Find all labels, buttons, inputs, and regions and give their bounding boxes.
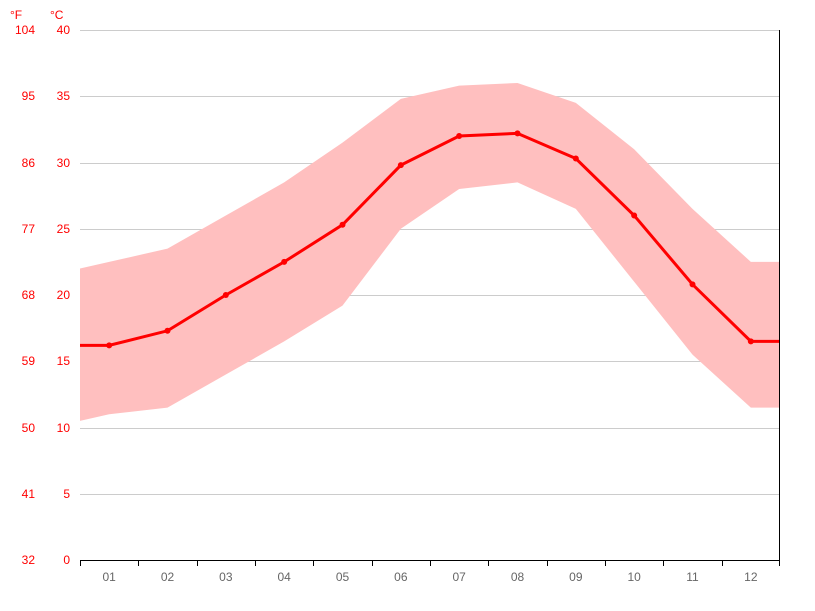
y-axis-right-line <box>779 30 780 560</box>
data-marker <box>398 162 404 168</box>
x-tick-label: 07 <box>444 570 474 584</box>
y-tick-label-f: 95 <box>5 89 35 103</box>
axis-header-f: °F <box>10 8 22 22</box>
x-tick-label: 05 <box>328 570 358 584</box>
data-marker <box>106 342 112 348</box>
y-tick-label-f: 41 <box>5 487 35 501</box>
x-tick-label: 06 <box>386 570 416 584</box>
y-tick-label-c: 20 <box>45 288 70 302</box>
data-marker <box>631 213 637 219</box>
y-tick-label-c: 10 <box>45 421 70 435</box>
y-tick-label-c: 35 <box>45 89 70 103</box>
x-tick-label: 01 <box>94 570 124 584</box>
x-tick-label: 11 <box>678 570 708 584</box>
data-marker <box>281 259 287 265</box>
data-marker <box>690 281 696 287</box>
x-tick-label: 03 <box>211 570 241 584</box>
y-tick-label-c: 5 <box>45 487 70 501</box>
data-marker <box>340 222 346 228</box>
data-marker <box>573 156 579 162</box>
chart-svg <box>80 30 780 560</box>
y-tick-label-c: 30 <box>45 156 70 170</box>
axis-header-c: °C <box>50 8 63 22</box>
x-tick-label: 10 <box>619 570 649 584</box>
y-tick-label-c: 0 <box>45 553 70 567</box>
plot-area <box>80 30 780 560</box>
x-tick-label: 09 <box>561 570 591 584</box>
x-tick-label: 02 <box>153 570 183 584</box>
y-tick-label-f: 104 <box>5 23 35 37</box>
y-tick-label-f: 32 <box>5 553 35 567</box>
x-tick-label: 08 <box>503 570 533 584</box>
x-tick-label: 04 <box>269 570 299 584</box>
x-axis-line <box>80 560 780 561</box>
y-tick-label-f: 59 <box>5 354 35 368</box>
data-marker <box>748 338 754 344</box>
y-tick-label-f: 77 <box>5 222 35 236</box>
data-marker <box>223 292 229 298</box>
temperature-chart: 0 32 5 41 10 50 15 59 20 68 25 77 30 86 35 95 40 104°F °C 0… <box>0 0 815 611</box>
data-marker <box>165 328 171 334</box>
data-marker <box>456 133 462 139</box>
y-tick-label-f: 86 <box>5 156 35 170</box>
y-tick-label-c: 40 <box>45 23 70 37</box>
y-tick-label-f: 68 <box>5 288 35 302</box>
x-tick-label: 12 <box>736 570 766 584</box>
y-tick-label-c: 15 <box>45 354 70 368</box>
data-marker <box>515 130 521 136</box>
y-tick-label-c: 25 <box>45 222 70 236</box>
y-tick-label-f: 50 <box>5 421 35 435</box>
temperature-band <box>80 83 780 421</box>
